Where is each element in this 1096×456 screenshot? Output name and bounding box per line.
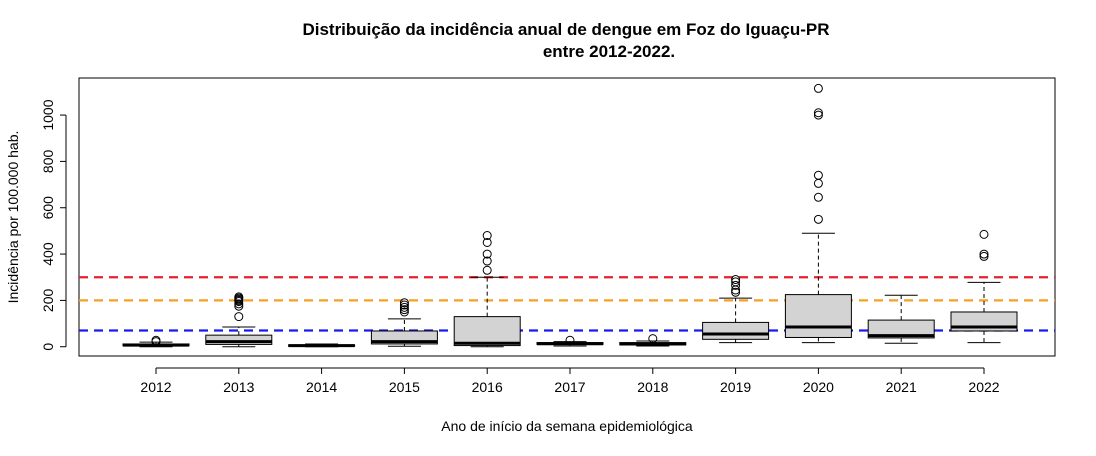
- y-tick-label: 1000: [40, 99, 56, 130]
- outlier-point: [979, 229, 989, 239]
- y-tick-label: 0: [40, 343, 56, 351]
- outlier-point: [151, 335, 161, 345]
- x-tick-label: 2012: [140, 379, 171, 395]
- iqr-box: [784, 294, 852, 338]
- outlier-point: [731, 287, 741, 297]
- outlier-point: [234, 292, 244, 302]
- box-2016: [453, 231, 521, 348]
- x-tick-label: 2021: [886, 379, 917, 395]
- x-tick-label: 2013: [223, 379, 254, 395]
- outlier-point: [482, 256, 492, 266]
- outlier-point: [731, 280, 741, 290]
- outlier-point: [813, 170, 823, 180]
- box-2013: [205, 292, 273, 348]
- outlier-point: [731, 275, 741, 285]
- outlier-point: [979, 249, 989, 259]
- outlier-point: [813, 178, 823, 188]
- outlier-point: [648, 334, 658, 344]
- x-axis: 2012 2013 2014 2015 2016 2017 2018 2019 2020 2021…: [140, 367, 1000, 395]
- x-tick-label: 2022: [968, 379, 999, 395]
- x-tick-label: 2015: [389, 379, 420, 395]
- box-2021: [867, 294, 935, 344]
- outlier-point: [399, 305, 409, 315]
- x-tick-label: 2020: [803, 379, 834, 395]
- box-2012: [122, 335, 190, 348]
- x-tick-label: 2014: [306, 379, 337, 395]
- outlier-point: [399, 307, 409, 317]
- iqr-box: [205, 334, 273, 345]
- y-axis-label: Incidência por 100.000 hab.: [5, 131, 21, 304]
- box-2014: [288, 343, 356, 348]
- outlier-point: [565, 335, 575, 345]
- y-axis: 0 200 400 600 800 1000: [40, 99, 67, 351]
- x-axis-label: Ano de início da semana epidemiológica: [441, 418, 693, 434]
- box-2018: [619, 334, 687, 347]
- box-2019: [702, 275, 770, 344]
- box-2022: [950, 229, 1018, 344]
- outlier-point: [234, 312, 244, 322]
- outlier-point: [813, 83, 823, 93]
- chart-title-line1: Distribuição da incidência anual de deng…: [302, 20, 829, 39]
- outlier-point: [399, 298, 409, 308]
- outlier-point: [813, 214, 823, 224]
- y-tick-label: 600: [40, 196, 56, 220]
- y-tick-label: 200: [40, 289, 56, 313]
- outlier-point: [399, 300, 409, 310]
- boxes-group: [122, 83, 1018, 348]
- iqr-box: [867, 319, 935, 339]
- iqr-box: [453, 316, 521, 347]
- x-tick-label: 2017: [554, 379, 585, 395]
- outlier-point: [482, 265, 492, 275]
- y-tick-label: 400: [40, 242, 56, 266]
- plot-frame: [78, 77, 1056, 357]
- outlier-point: [979, 251, 989, 261]
- x-tick-label: 2018: [637, 379, 668, 395]
- outlier-point: [813, 110, 823, 120]
- box-2015: [370, 298, 438, 347]
- outlier-point: [482, 249, 492, 259]
- iqr-box: [702, 321, 770, 340]
- outlier-point: [399, 302, 409, 312]
- outlier-point: [813, 192, 823, 202]
- x-tick-label: 2016: [472, 379, 503, 395]
- outlier-point: [234, 299, 244, 309]
- box-2017: [536, 335, 604, 347]
- outlier-point: [813, 108, 823, 118]
- outlier-point: [731, 277, 741, 287]
- chart-title-line2: entre 2012-2022.: [543, 42, 675, 61]
- y-tick-label: 800: [40, 150, 56, 174]
- outlier-point: [482, 237, 492, 247]
- x-tick-label: 2019: [720, 379, 751, 395]
- outlier-point: [482, 231, 492, 241]
- box-2020: [784, 83, 852, 344]
